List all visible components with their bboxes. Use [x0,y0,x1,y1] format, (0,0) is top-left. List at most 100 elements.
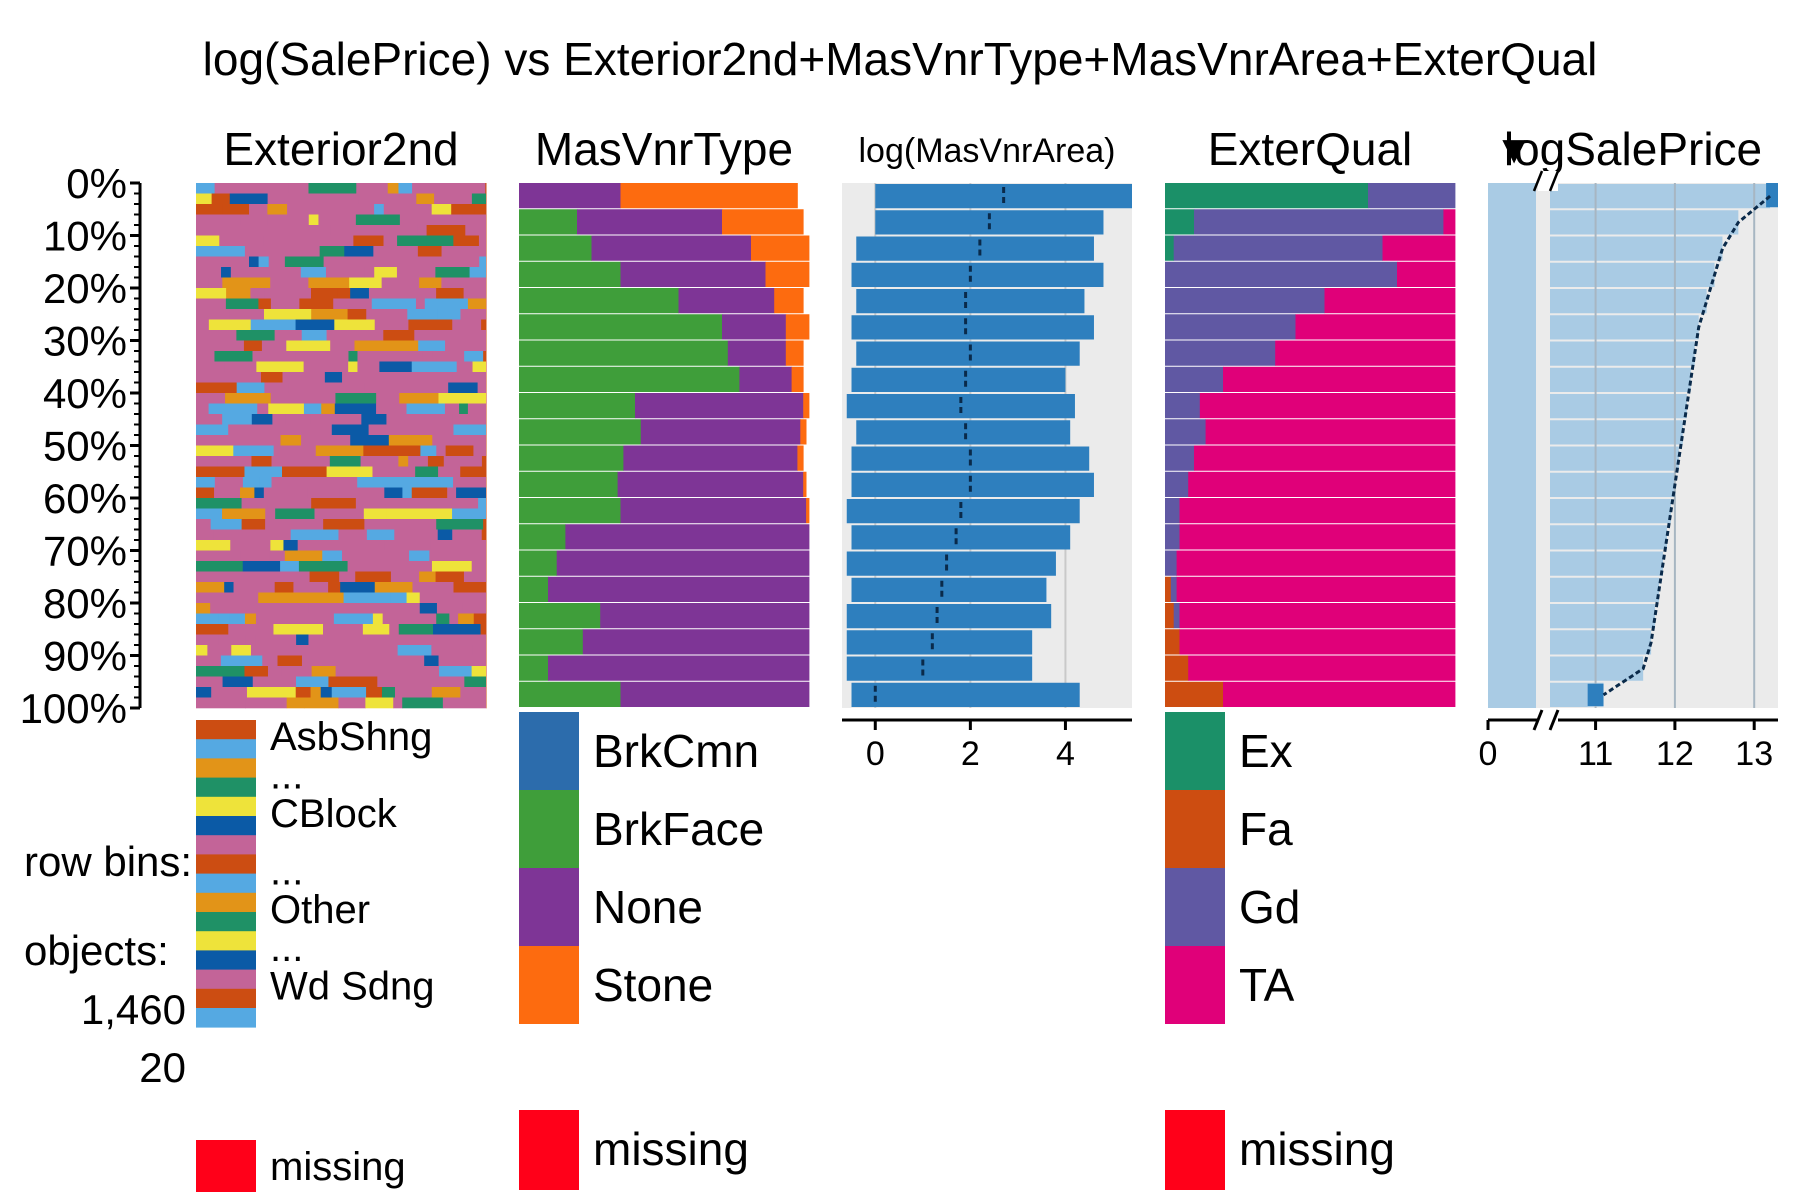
category-segment [308,277,350,289]
category-segment [411,256,435,268]
y-tick-label: 20% [43,265,127,312]
stacked-segment [1194,445,1456,471]
category-segment [486,267,487,278]
category-segment [281,676,297,688]
category-segment [338,697,366,709]
category-segment [419,603,438,614]
stacked-segment [1165,340,1276,366]
stacked-segment [722,209,804,235]
stacked-segment [722,314,787,340]
category-segment [486,256,487,268]
category-segment [222,508,266,520]
category-segment [246,687,297,698]
category-segment [456,361,474,373]
stacked-segment [519,524,566,550]
stacked-segment [1275,340,1456,366]
legend-swatch [196,739,256,759]
legend-swatch [196,931,256,951]
category-segment [196,256,233,268]
value-bar [1550,236,1723,261]
stacked-segment [1324,288,1456,314]
category-segment [222,204,250,215]
category-segment [196,225,226,236]
category-segment [410,372,453,383]
value-bar [1550,551,1663,576]
category-segment [486,246,487,257]
legend-swatch-missing [1165,1110,1225,1190]
category-segment [350,435,390,446]
category-segment [309,571,340,583]
category-segment [361,414,387,425]
stacked-segment [1382,235,1456,261]
category-segment [196,361,226,373]
category-segment [389,624,400,635]
sort-indicator-icon[interactable]: ▼ [1494,128,1534,172]
category-segment [196,393,226,404]
category-segment [196,487,215,499]
category-segment [420,445,437,457]
stacked-segment [620,183,798,209]
value-bar [856,420,1071,445]
category-segment [196,319,210,331]
legend-swatch-missing [519,1110,579,1190]
category-segment [311,382,331,394]
legend-swatch [1165,712,1225,790]
category-segment [373,351,424,362]
category-segment [269,267,302,278]
category-segment [335,330,374,341]
stacked-segment [1223,366,1456,392]
legend-swatch [519,712,579,790]
category-segment [271,246,321,257]
category-segment [486,277,487,289]
category-segment [260,372,284,383]
value-bar [846,499,1080,524]
side-info: row bins: objects: 1,460 20 [24,838,192,1091]
category-segment [196,624,229,635]
category-segment [196,571,213,583]
category-segment [415,298,426,310]
stacked-segment [1295,314,1456,340]
category-segment [436,288,465,299]
category-segment [269,550,286,562]
category-segment [217,456,252,467]
category-segment [343,592,391,604]
category-segment [390,592,408,604]
category-segment [258,592,298,604]
category-segment [214,477,244,488]
category-segment [462,214,487,226]
category-segment [257,403,269,415]
category-segment [403,414,453,425]
category-segment [309,351,349,362]
category-segment [298,561,349,572]
category-segment [486,361,487,373]
y-tick-label: 30% [43,318,127,365]
category-segment [252,351,296,362]
value-bar [846,656,1033,681]
category-segment [408,456,429,467]
category-segment [256,571,271,583]
category-segment [474,204,487,215]
category-segment [229,613,246,625]
bins-count: 20 [139,1044,186,1091]
legend-label: Other [270,888,370,932]
category-segment [196,477,216,488]
category-segment [486,298,487,310]
category-segment [409,550,430,562]
category-segment [288,382,313,394]
category-segment [406,204,433,215]
category-segment [391,498,441,509]
stacked-segment [519,498,621,524]
value-bar [856,289,1085,314]
category-segment [371,298,417,310]
category-segment [288,183,309,194]
category-segment [303,361,349,373]
stacked-segment [785,340,804,366]
category-segment [318,214,357,226]
category-segment [337,288,351,299]
category-segment [399,214,443,226]
category-segment [355,214,401,226]
value-bar [1550,184,1771,209]
category-segment [301,330,328,341]
stacked-segment [1199,393,1456,419]
category-segment [459,403,469,415]
